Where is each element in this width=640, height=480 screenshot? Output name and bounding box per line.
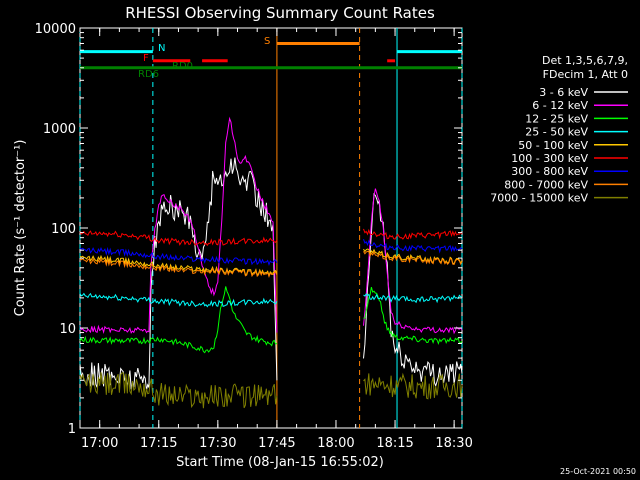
series-line-7-b — [363, 250, 463, 266]
x-tick-label-5: 18:15 — [376, 436, 413, 451]
timestamp: 25-Oct-2021 00:50 — [560, 467, 636, 476]
legend-label-3: 25 - 50 keV — [525, 126, 588, 139]
y-axis-ticks: 1 10 100 1000 10000 — [35, 22, 462, 437]
state-annotations: NF RD0 RD6 S — [80, 36, 462, 80]
series-line-1-b — [363, 188, 463, 335]
series-line-7-a — [79, 257, 278, 278]
y-tick-label-4: 10000 — [35, 22, 76, 37]
legend-label-5: 100 - 300 keV — [511, 152, 588, 165]
x-tick-label-3: 17:45 — [258, 436, 295, 451]
legend-label-6: 300 - 800 keV — [511, 165, 588, 178]
x-tick-label-0: 17:00 — [81, 436, 118, 451]
series-line-1-a — [79, 116, 278, 334]
series-line-6-a — [79, 246, 278, 267]
series-line-2-b — [363, 286, 463, 346]
series-line-5-a — [79, 230, 278, 247]
series-line-8-b — [363, 372, 463, 400]
x-axis-label: Start Time (08-Jan-15 16:55:02) — [176, 455, 384, 470]
annotation-label-rd6: RD6 — [138, 69, 159, 80]
annotation-label-rd0: RD0 — [172, 61, 193, 72]
y-tick-label-0: 1 — [68, 422, 76, 437]
legend-label-4: 50 - 100 keV — [518, 139, 588, 152]
legend: Det 1,3,5,6,7,9, FDecim 1, Att 0 3 - 6 k… — [490, 54, 628, 205]
y-tick-label-2: 100 — [51, 222, 76, 237]
legend-label-8: 7000 - 15000 keV — [490, 192, 588, 205]
series-line-6-b — [363, 239, 463, 254]
annotation-label-f: F — [143, 53, 149, 64]
series-line-0-a — [79, 157, 278, 391]
annotation-label-s: S — [264, 36, 270, 47]
legend-label-0: 3 - 6 keV — [539, 86, 588, 99]
series-line-3-b — [363, 293, 463, 304]
x-tick-label-1: 17:15 — [140, 436, 177, 451]
series-lines — [79, 116, 463, 409]
y-tick-label-1: 10 — [59, 322, 76, 337]
series-line-0-b — [363, 192, 463, 388]
x-tick-label-4: 18:00 — [317, 436, 354, 451]
x-tick-label-2: 17:30 — [199, 436, 236, 451]
legend-label-1: 6 - 12 keV — [532, 99, 588, 112]
series-line-8-a — [79, 372, 278, 409]
chart-title: RHESSI Observing Summary Count Rates — [125, 4, 435, 22]
series-line-2-a — [79, 286, 278, 354]
series-line-4-a — [79, 254, 278, 277]
legend-header-2: FDecim 1, Att 0 — [543, 68, 628, 81]
x-tick-label-6: 18:30 — [435, 436, 472, 451]
legend-label-7: 800 - 7000 keV — [504, 178, 588, 191]
y-tick-label-3: 1000 — [43, 122, 76, 137]
series-line-3-a — [79, 292, 278, 308]
y-axis-label: Count Rate (s⁻¹ detector⁻¹) — [13, 140, 28, 317]
legend-label-2: 12 - 25 keV — [525, 112, 588, 125]
series-line-5-b — [363, 228, 463, 240]
vertical-markers — [79, 28, 463, 428]
series-line-4-b — [363, 248, 463, 265]
legend-header-1: Det 1,3,5,6,7,9, — [542, 54, 628, 67]
annotation-label-n: N — [158, 43, 165, 54]
x-axis-ticks: 17:00 17:15 17:30 17:45 18:00 18:15 18:30 — [79, 28, 473, 451]
